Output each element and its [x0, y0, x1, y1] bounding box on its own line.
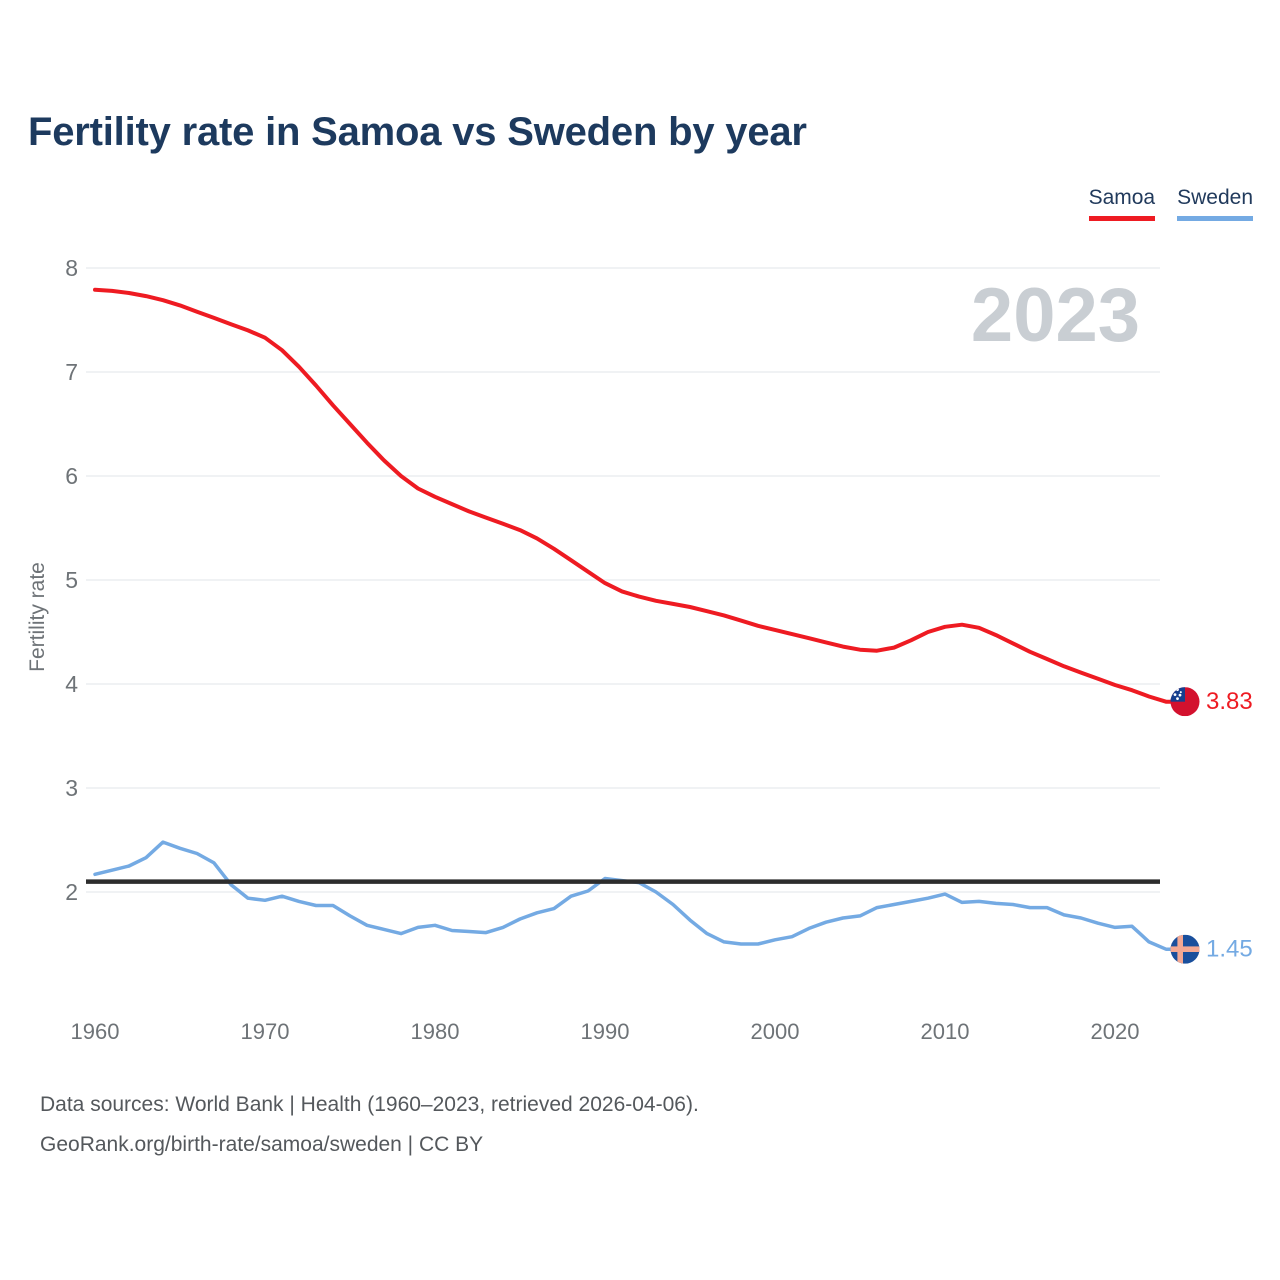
legend-item-samoa[interactable]: Samoa — [1088, 186, 1156, 221]
sweden-value-label: 1.45 — [1206, 936, 1253, 963]
x-tick-label: 2020 — [1091, 1019, 1140, 1044]
footer-attribution-line: GeoRank.org/birth-rate/samoa/sweden | CC… — [40, 1133, 484, 1156]
sweden-flag-dot — [1170, 934, 1200, 964]
y-tick-label: 2 — [65, 879, 78, 905]
footer: Data sources: World Bank | Health (1960–… — [40, 1085, 699, 1165]
y-tick-label: 3 — [65, 775, 78, 801]
x-tick-label: 1980 — [411, 1019, 460, 1044]
x-tick-label: 2010 — [921, 1019, 970, 1044]
samoa-line — [93, 287, 1173, 704]
year-watermark: 2023 — [971, 273, 1140, 358]
samoa-value-label: 3.83 — [1206, 688, 1253, 715]
y-axis-title: Fertility rate — [26, 562, 49, 672]
y-tick-label: 6 — [65, 463, 78, 489]
y-tick-label: 8 — [65, 255, 78, 281]
x-tick-label: 1970 — [241, 1019, 290, 1044]
samoa-flag-dot — [1170, 687, 1200, 717]
sweden-line — [93, 840, 1173, 951]
x-tick-label: 1960 — [71, 1019, 120, 1044]
y-tick-label: 7 — [65, 359, 78, 385]
legend-item-sweden[interactable]: Sweden — [1177, 186, 1253, 221]
legend: Samoa Sweden — [1088, 186, 1253, 221]
x-tick-label: 2000 — [751, 1019, 800, 1044]
y-tick-label: 5 — [65, 567, 78, 593]
y-tick-label: 4 — [65, 671, 78, 697]
chart-title: Fertility rate in Samoa vs Sweden by yea… — [28, 110, 807, 154]
footer-sources-line: Data sources: World Bank | Health (1960–… — [40, 1093, 699, 1116]
x-tick-label: 1990 — [581, 1019, 630, 1044]
